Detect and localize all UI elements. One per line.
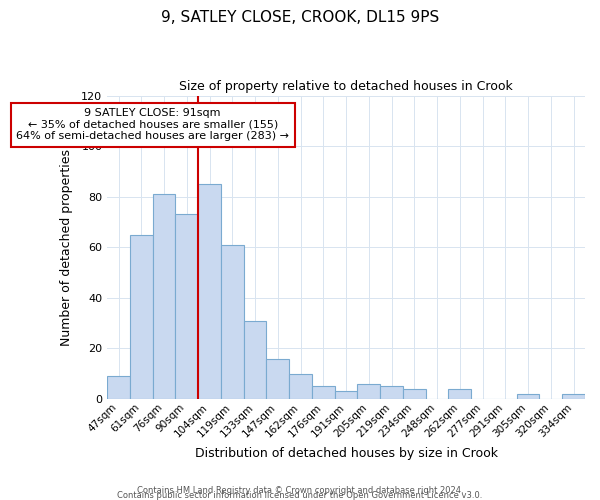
- Bar: [266, 358, 289, 399]
- Title: Size of property relative to detached houses in Crook: Size of property relative to detached ho…: [179, 80, 513, 93]
- Bar: [153, 194, 175, 399]
- Bar: [107, 376, 130, 399]
- Text: Contains public sector information licensed under the Open Government Licence v3: Contains public sector information licen…: [118, 491, 482, 500]
- Bar: [221, 245, 244, 399]
- Y-axis label: Number of detached properties: Number of detached properties: [60, 149, 73, 346]
- Bar: [335, 392, 358, 399]
- Bar: [358, 384, 380, 399]
- Bar: [130, 234, 153, 399]
- Bar: [403, 389, 426, 399]
- Bar: [448, 389, 471, 399]
- Text: 9 SATLEY CLOSE: 91sqm
← 35% of detached houses are smaller (155)
64% of semi-det: 9 SATLEY CLOSE: 91sqm ← 35% of detached …: [16, 108, 289, 142]
- X-axis label: Distribution of detached houses by size in Crook: Distribution of detached houses by size …: [194, 447, 497, 460]
- Text: 9, SATLEY CLOSE, CROOK, DL15 9PS: 9, SATLEY CLOSE, CROOK, DL15 9PS: [161, 10, 439, 25]
- Bar: [198, 184, 221, 399]
- Bar: [517, 394, 539, 399]
- Bar: [289, 374, 312, 399]
- Bar: [244, 320, 266, 399]
- Bar: [562, 394, 585, 399]
- Text: Contains HM Land Registry data © Crown copyright and database right 2024.: Contains HM Land Registry data © Crown c…: [137, 486, 463, 495]
- Bar: [312, 386, 335, 399]
- Bar: [380, 386, 403, 399]
- Bar: [175, 214, 198, 399]
